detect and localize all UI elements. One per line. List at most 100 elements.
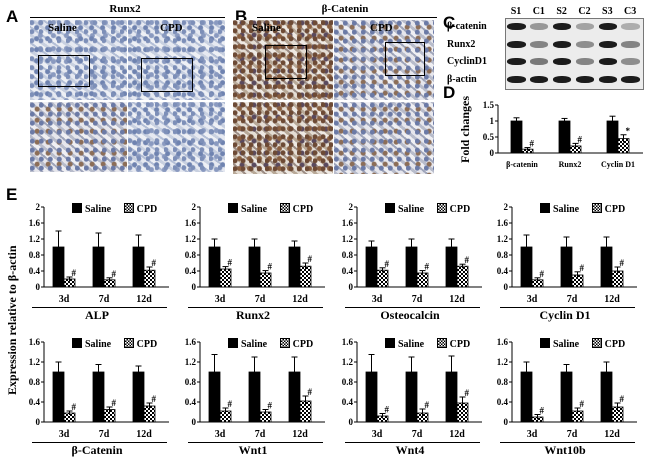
- wb-band: [530, 40, 549, 48]
- significance-mark: #: [228, 399, 233, 409]
- legend-saline-label: Saline: [85, 339, 112, 350]
- wb-band: [598, 75, 617, 83]
- panel-b-cpd-label: CPD: [370, 22, 393, 34]
- y-tick-label: 0.8: [342, 377, 354, 387]
- y-tick-label: 0: [192, 282, 197, 292]
- wb-lane-label: C2: [578, 6, 591, 17]
- chart-legend: Saline CPD: [385, 338, 470, 350]
- chart-title: ALP: [85, 308, 109, 322]
- wb-band: [575, 58, 595, 65]
- y-tick-label: 0: [36, 417, 41, 427]
- category-label: 3d: [59, 429, 70, 440]
- category-label: Cyclin D1: [601, 160, 635, 169]
- category-label: 12d: [449, 294, 465, 305]
- significance-mark: #: [72, 402, 77, 412]
- panel-b-title: β-Catenin: [321, 3, 369, 15]
- y-tick-label: 1.6: [497, 218, 509, 228]
- y-tick-label: 1.6: [342, 218, 354, 228]
- wb-band: [507, 40, 526, 48]
- panel-a-cpd-image: [128, 20, 225, 100]
- legend-swatch-saline: [385, 338, 395, 348]
- legend-saline-label: Saline: [241, 339, 268, 350]
- chart-bcatenin: 0 0.4 0.8 1.2 1.6 #3d #7d #12d: [29, 337, 169, 440]
- y-tick-label: 1.2: [29, 357, 41, 367]
- chart-legend: Saline CPD: [228, 203, 313, 215]
- significance-mark: #: [465, 388, 470, 398]
- chart-title-line: [500, 307, 635, 308]
- y-tick-label: 2: [504, 202, 509, 212]
- category-label: 3d: [59, 294, 70, 305]
- wb-lane-label: S3: [602, 6, 613, 17]
- legend-swatch-saline: [228, 338, 238, 348]
- legend-cpd-label: CPD: [136, 204, 158, 215]
- y-tick-label: 1.6: [185, 218, 197, 228]
- y-tick-label: 1.6: [185, 337, 197, 347]
- y-tick-label: 0.4: [497, 266, 509, 276]
- y-tick-label: 0: [192, 417, 197, 427]
- y-tick-label: 0.5: [483, 132, 495, 142]
- category-label: 7d: [255, 294, 266, 305]
- category-label: 12d: [292, 429, 308, 440]
- wb-lane-label: C1: [532, 6, 545, 17]
- chart-runx2: 0 0.4 0.8 1.2 1.6 2 #3d #7d #12d: [185, 202, 325, 305]
- category-label: 12d: [292, 294, 308, 305]
- legend-cpd-label: CPD: [136, 339, 158, 350]
- panel-b-saline-label: Saline: [252, 22, 281, 34]
- chart-title-line: [188, 442, 323, 443]
- panel-d-letter: D: [443, 83, 456, 102]
- y-tick-label: 0.8: [497, 250, 509, 260]
- chart-legend: Saline CPD: [540, 203, 625, 215]
- y-tick-label: 1: [490, 116, 495, 126]
- chart-title: β-Catenin: [71, 443, 123, 457]
- y-tick-label: 2: [192, 202, 197, 212]
- legend-swatch-saline: [540, 203, 550, 213]
- category-label: 3d: [372, 429, 383, 440]
- y-tick-label: 0.4: [29, 397, 41, 407]
- legend-cpd-label: CPD: [604, 204, 626, 215]
- legend-saline-label: Saline: [85, 204, 112, 215]
- wb-band: [575, 23, 595, 30]
- y-tick-label: 1.2: [342, 357, 354, 367]
- category-label: 3d: [372, 294, 383, 305]
- significance-mark: #: [112, 398, 117, 408]
- bar-cpd: [376, 269, 389, 288]
- y-tick-label: 1.6: [29, 337, 41, 347]
- y-tick-label: 1.2: [497, 357, 509, 367]
- legend-cpd-label: CPD: [449, 339, 471, 350]
- y-tick-label: 0.8: [29, 377, 41, 387]
- y-tick-label: 0.8: [185, 250, 197, 260]
- chart-title-line: [188, 307, 323, 308]
- wb-lane-label: S2: [556, 6, 567, 17]
- chart-legend: Saline CPD: [72, 203, 157, 215]
- panel-b-title-line: [257, 17, 437, 18]
- y-tick-label: 0: [490, 148, 495, 158]
- wb-row-label: β-actin: [447, 73, 477, 85]
- wb-band: [621, 23, 640, 30]
- chart-legend: Saline CPD: [385, 203, 470, 215]
- wb-lane-label: C3: [624, 6, 637, 17]
- y-tick-label: 0: [36, 282, 41, 292]
- y-tick-label: 0.4: [342, 397, 354, 407]
- legend-swatch-saline: [540, 338, 550, 348]
- y-tick-label: 0.8: [342, 250, 354, 260]
- y-tick-label: 1.6: [29, 218, 41, 228]
- legend-cpd-label: CPD: [604, 339, 626, 350]
- y-tick-label: 0: [349, 282, 354, 292]
- y-tick-label: 1.6: [497, 337, 509, 347]
- legend-swatch-cpd: [123, 338, 134, 348]
- y-tick-label: 1.5: [483, 100, 495, 110]
- significance-mark: #: [268, 262, 273, 272]
- y-tick-label: 0: [349, 417, 354, 427]
- wb-band: [530, 23, 549, 30]
- legend-swatch-saline: [72, 338, 82, 348]
- category-label: 12d: [136, 429, 152, 440]
- panel-b-saline-zoom: [233, 102, 333, 174]
- y-tick-label: 1.2: [342, 234, 354, 244]
- chart-title-line: [32, 307, 167, 308]
- panel-a-cpd-zoom: [128, 102, 225, 172]
- wb-band: [621, 75, 640, 83]
- category-label: 3d: [215, 294, 226, 305]
- legend-swatch-cpd: [279, 338, 290, 348]
- significance-mark: #: [72, 268, 77, 278]
- wb-band: [552, 58, 572, 65]
